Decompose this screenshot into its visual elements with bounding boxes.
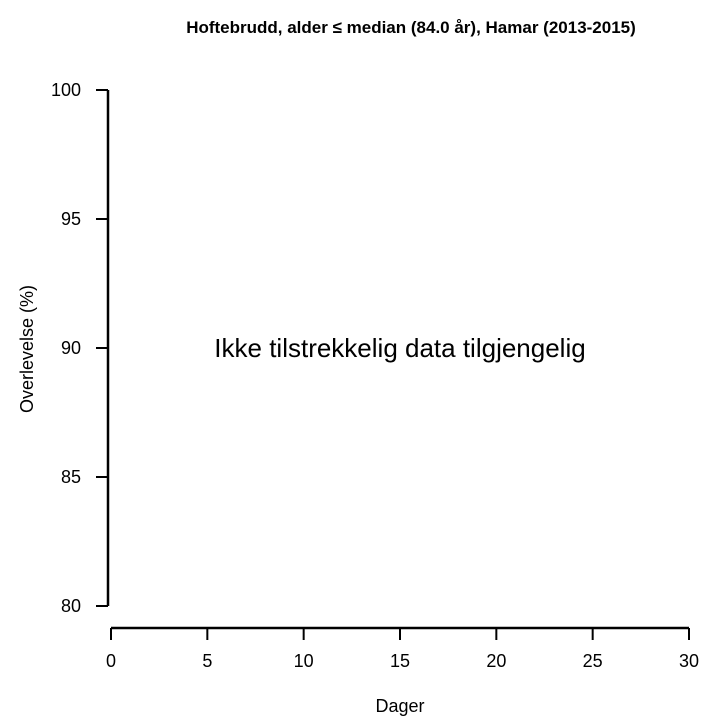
x-tick-label: 15 (390, 651, 410, 671)
y-axis-label: Overlevelse (%) (17, 285, 37, 413)
x-tick-label: 10 (294, 651, 314, 671)
chart-title: Hoftebrudd, alder ≤ median (84.0 år), Ha… (186, 18, 636, 37)
no-data-message: Ikke tilstrekkelig data tilgjengelig (214, 333, 585, 363)
x-tick-label: 0 (106, 651, 116, 671)
x-tick-label: 30 (679, 651, 699, 671)
x-tick-label: 25 (583, 651, 603, 671)
y-tick-label: 95 (61, 209, 81, 229)
y-axis-ticks: 80 85 90 95 100 (51, 80, 108, 616)
y-tick-label: 100 (51, 80, 81, 100)
x-axis-ticks: 0 5 10 15 20 25 30 (106, 628, 699, 671)
y-tick-label: 90 (61, 338, 81, 358)
x-axis-label: Dager (375, 696, 424, 716)
x-tick-label: 5 (202, 651, 212, 671)
y-tick-label: 85 (61, 467, 81, 487)
y-tick-label: 80 (61, 596, 81, 616)
x-tick-label: 20 (486, 651, 506, 671)
